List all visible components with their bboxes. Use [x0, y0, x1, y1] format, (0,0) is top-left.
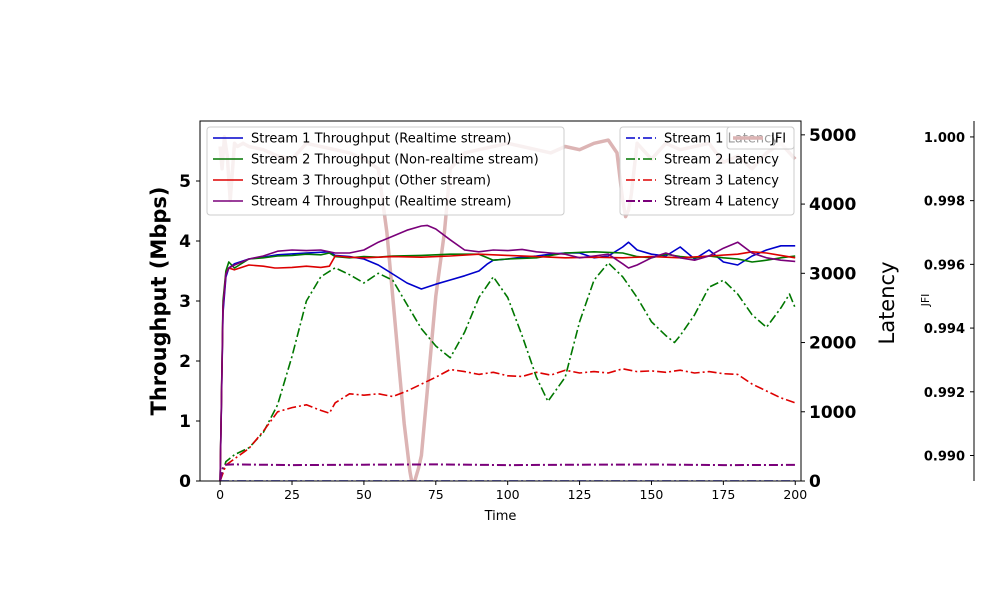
series-line-stream-2-throughput-non-realtime-stream — [219, 251, 796, 481]
legend-entry-stream-2-throughput-non-realtime-stream: Stream 2 Throughput (Non-realtime stream… — [251, 153, 539, 168]
x-tick-label: 100 — [496, 487, 520, 502]
legend-entry-stream-3-latency: Stream 3 Latency — [664, 174, 779, 189]
legend-entry-stream-4-throughput-realtime-stream: Stream 4 Throughput (Realtime stream) — [251, 195, 511, 210]
legend-entry-stream-1-throughput-realtime-stream: Stream 1 Throughput (Realtime stream) — [251, 132, 511, 147]
legend-throughput-frame — [206, 126, 565, 216]
legend-entry-stream-4-latency: Stream 4 Latency — [664, 195, 779, 210]
x-axis-label: Time — [484, 509, 517, 524]
throughput-tick-label: 1 — [179, 412, 191, 432]
x-tick-label: 0 — [216, 487, 224, 502]
jfi-tick-label: 0.990 — [924, 450, 965, 465]
latency-tick-label: 1000 — [809, 403, 856, 423]
series-line-stream-4-throughput-realtime-stream — [219, 224, 796, 481]
series-line-stream-2-latency — [219, 262, 796, 481]
x-tick-label: 200 — [783, 487, 807, 502]
ticks-layer: 0 25 50 75 100 125 150 175 200012345010002000300… — [179, 126, 974, 502]
jfi-tick-label: 1.000 — [924, 131, 965, 146]
latency-axis-label: Latency — [875, 261, 899, 344]
legends-layer: Stream 1 Throughput (Realtime stream) Str… — [206, 126, 795, 216]
latency-tick-label: 4000 — [809, 195, 856, 215]
latency-tick-label: 2000 — [809, 334, 856, 354]
jfi-tick-label: 0.994 — [924, 322, 965, 337]
legend-throughput: Stream 1 Throughput (Realtime stream) Str… — [206, 126, 565, 216]
legend-entry-stream-2-latency: Stream 2 Latency — [664, 153, 779, 168]
series-line-stream-1-throughput-realtime-stream — [219, 241, 796, 481]
throughput-axis-label: Throughput (Mbps) — [147, 187, 171, 416]
series-line-stream-3-throughput-other-stream — [219, 251, 796, 481]
throughput-tick-label: 4 — [179, 232, 191, 252]
axis-labels-layer: Time Throughput (Mbps) Latency JFI — [147, 187, 932, 524]
latency-tick-label: 3000 — [809, 264, 856, 284]
x-tick-label: 75 — [428, 487, 444, 502]
throughput-tick-label: 3 — [179, 292, 191, 312]
jfi-tick-label: 0.998 — [924, 195, 965, 210]
legend-entry-jfi: JFI — [770, 132, 786, 147]
x-tick-label: 50 — [356, 487, 372, 502]
legend-entry-stream-3-throughput-other-stream: Stream 3 Throughput (Other stream) — [251, 174, 491, 189]
x-tick-label: 125 — [568, 487, 592, 502]
series-line-stream-3-latency — [219, 368, 796, 481]
x-tick-label: 25 — [284, 487, 300, 502]
series-line-stream-4-latency — [219, 463, 796, 481]
latency-tick-label: 0 — [809, 472, 821, 492]
throughput-tick-label: 5 — [179, 172, 191, 192]
jfi-tick-label: 0.992 — [924, 386, 965, 401]
x-tick-label: 150 — [640, 487, 664, 502]
throughput-tick-label: 0 — [179, 472, 191, 492]
latency-tick-label: 5000 — [809, 126, 856, 146]
x-tick-label: 175 — [711, 487, 735, 502]
throughput-tick-label: 2 — [179, 352, 191, 372]
jfi-axis-label: JFI — [919, 294, 932, 308]
legend-jfi: JFI — [726, 126, 795, 150]
jfi-tick-label: 0.996 — [924, 258, 965, 273]
